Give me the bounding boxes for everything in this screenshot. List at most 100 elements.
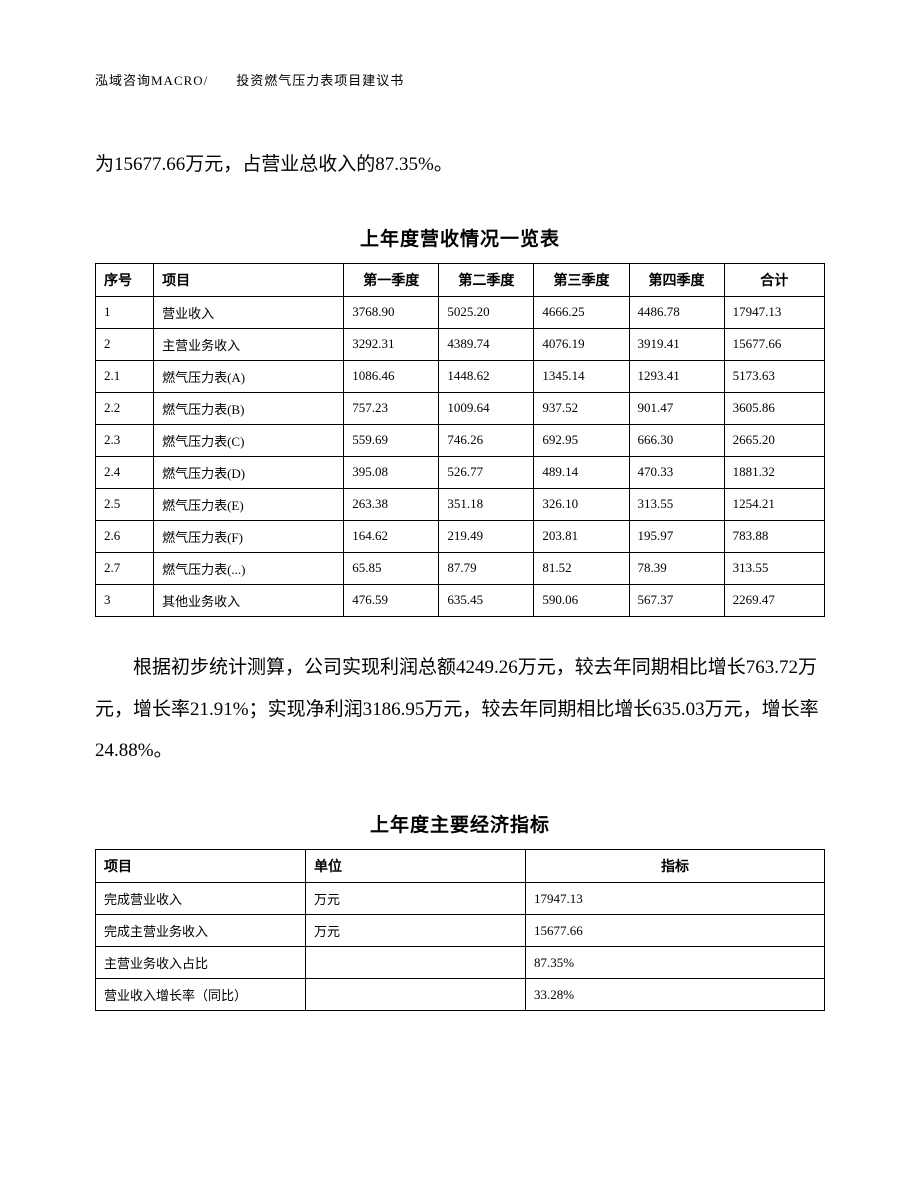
table-cell: 主营业务收入占比 <box>96 947 306 979</box>
table-cell: 901.47 <box>629 392 724 424</box>
table-cell: 476.59 <box>344 584 439 616</box>
table-cell: 燃气压力表(B) <box>154 392 344 424</box>
body-paragraph: 根据初步统计测算，公司实现利润总额4249.26万元，较去年同期相比增长763.… <box>95 647 825 772</box>
table1-header-row: 序号 项目 第一季度 第二季度 第三季度 第四季度 合计 <box>96 263 825 296</box>
table-cell: 5025.20 <box>439 296 534 328</box>
table-cell: 3292.31 <box>344 328 439 360</box>
table-cell: 1881.32 <box>724 456 824 488</box>
table-cell: 1254.21 <box>724 488 824 520</box>
table-row: 营业收入增长率（同比） 33.28% <box>96 979 825 1011</box>
table-cell: 263.38 <box>344 488 439 520</box>
table-cell <box>306 947 526 979</box>
table-cell: 15677.66 <box>724 328 824 360</box>
table-cell: 692.95 <box>534 424 629 456</box>
table-cell: 5173.63 <box>724 360 824 392</box>
table-cell: 2.3 <box>96 424 154 456</box>
table-cell: 87.35% <box>526 947 825 979</box>
table-row: 1营业收入3768.905025.204666.254486.7817947.1… <box>96 296 825 328</box>
table-cell: 1 <box>96 296 154 328</box>
table-cell: 3768.90 <box>344 296 439 328</box>
table-cell: 燃气压力表(E) <box>154 488 344 520</box>
table-cell: 燃气压力表(...) <box>154 552 344 584</box>
table-cell: 351.18 <box>439 488 534 520</box>
table-cell: 783.88 <box>724 520 824 552</box>
table1-col-q4: 第四季度 <box>629 263 724 296</box>
table-cell: 燃气压力表(C) <box>154 424 344 456</box>
page-header: 泓域咨询MACRO/ 投资燃气压力表项目建议书 <box>95 70 825 89</box>
table-cell: 666.30 <box>629 424 724 456</box>
table-cell: 2 <box>96 328 154 360</box>
table-cell: 2665.20 <box>724 424 824 456</box>
table-cell: 4486.78 <box>629 296 724 328</box>
table-cell: 万元 <box>306 915 526 947</box>
table-cell: 主营业务收入 <box>154 328 344 360</box>
table2-col-metric: 指标 <box>526 850 825 883</box>
table-row: 主营业务收入占比 87.35% <box>96 947 825 979</box>
table-cell: 2.1 <box>96 360 154 392</box>
table-cell: 万元 <box>306 883 526 915</box>
table-row: 2主营业务收入3292.314389.744076.193919.4115677… <box>96 328 825 360</box>
table1-col-item: 项目 <box>154 263 344 296</box>
table-cell: 635.45 <box>439 584 534 616</box>
table-cell: 2.2 <box>96 392 154 424</box>
table1-body: 1营业收入3768.905025.204666.254486.7817947.1… <box>96 296 825 616</box>
table-cell: 3919.41 <box>629 328 724 360</box>
table1-col-seq: 序号 <box>96 263 154 296</box>
table-cell: 3 <box>96 584 154 616</box>
table-cell: 203.81 <box>534 520 629 552</box>
table-cell: 燃气压力表(D) <box>154 456 344 488</box>
table-cell: 746.26 <box>439 424 534 456</box>
table-cell: 4666.25 <box>534 296 629 328</box>
intro-paragraph: 为15677.66万元，占营业总收入的87.35%。 <box>95 144 825 186</box>
table1-col-q3: 第三季度 <box>534 263 629 296</box>
revenue-table: 序号 项目 第一季度 第二季度 第三季度 第四季度 合计 1营业收入3768.9… <box>95 263 825 617</box>
table-cell: 489.14 <box>534 456 629 488</box>
table2-title: 上年度主要经济指标 <box>95 810 825 837</box>
table-cell: 1448.62 <box>439 360 534 392</box>
table-cell: 其他业务收入 <box>154 584 344 616</box>
table1-col-q1: 第一季度 <box>344 263 439 296</box>
table-cell: 2269.47 <box>724 584 824 616</box>
table-cell: 营业收入增长率（同比） <box>96 979 306 1011</box>
table-cell: 17947.13 <box>526 883 825 915</box>
table-cell: 1345.14 <box>534 360 629 392</box>
table-cell: 757.23 <box>344 392 439 424</box>
table-cell: 937.52 <box>534 392 629 424</box>
table2-body: 完成营业收入万元17947.13完成主营业务收入万元15677.66主营业务收入… <box>96 883 825 1011</box>
table-cell: 1086.46 <box>344 360 439 392</box>
table-cell: 2.4 <box>96 456 154 488</box>
table-cell: 完成主营业务收入 <box>96 915 306 947</box>
table-cell: 2.5 <box>96 488 154 520</box>
table-cell: 3605.86 <box>724 392 824 424</box>
table-row: 2.4燃气压力表(D)395.08526.77489.14470.331881.… <box>96 456 825 488</box>
table-cell: 326.10 <box>534 488 629 520</box>
table-cell: 567.37 <box>629 584 724 616</box>
table-cell: 17947.13 <box>724 296 824 328</box>
table-cell: 87.79 <box>439 552 534 584</box>
table-row: 2.1燃气压力表(A)1086.461448.621345.141293.415… <box>96 360 825 392</box>
table-cell: 2.6 <box>96 520 154 552</box>
table-cell: 15677.66 <box>526 915 825 947</box>
table-cell: 559.69 <box>344 424 439 456</box>
table-cell: 590.06 <box>534 584 629 616</box>
table-cell: 313.55 <box>724 552 824 584</box>
table-cell: 164.62 <box>344 520 439 552</box>
table-cell: 4076.19 <box>534 328 629 360</box>
table-cell: 33.28% <box>526 979 825 1011</box>
table-cell: 燃气压力表(A) <box>154 360 344 392</box>
table2-col-project: 项目 <box>96 850 306 883</box>
table-row: 完成营业收入万元17947.13 <box>96 883 825 915</box>
table-row: 2.6燃气压力表(F)164.62219.49203.81195.97783.8… <box>96 520 825 552</box>
table-cell: 526.77 <box>439 456 534 488</box>
table-row: 2.7燃气压力表(...)65.8587.7981.5278.39313.55 <box>96 552 825 584</box>
table-cell: 1293.41 <box>629 360 724 392</box>
table-cell: 470.33 <box>629 456 724 488</box>
economic-indicator-table: 项目 单位 指标 完成营业收入万元17947.13完成主营业务收入万元15677… <box>95 849 825 1011</box>
table1-title: 上年度营收情况一览表 <box>95 224 825 251</box>
table-cell: 燃气压力表(F) <box>154 520 344 552</box>
table-cell: 1009.64 <box>439 392 534 424</box>
table2-header-row: 项目 单位 指标 <box>96 850 825 883</box>
table-cell: 78.39 <box>629 552 724 584</box>
table-row: 2.3燃气压力表(C)559.69746.26692.95666.302665.… <box>96 424 825 456</box>
table-cell: 65.85 <box>344 552 439 584</box>
